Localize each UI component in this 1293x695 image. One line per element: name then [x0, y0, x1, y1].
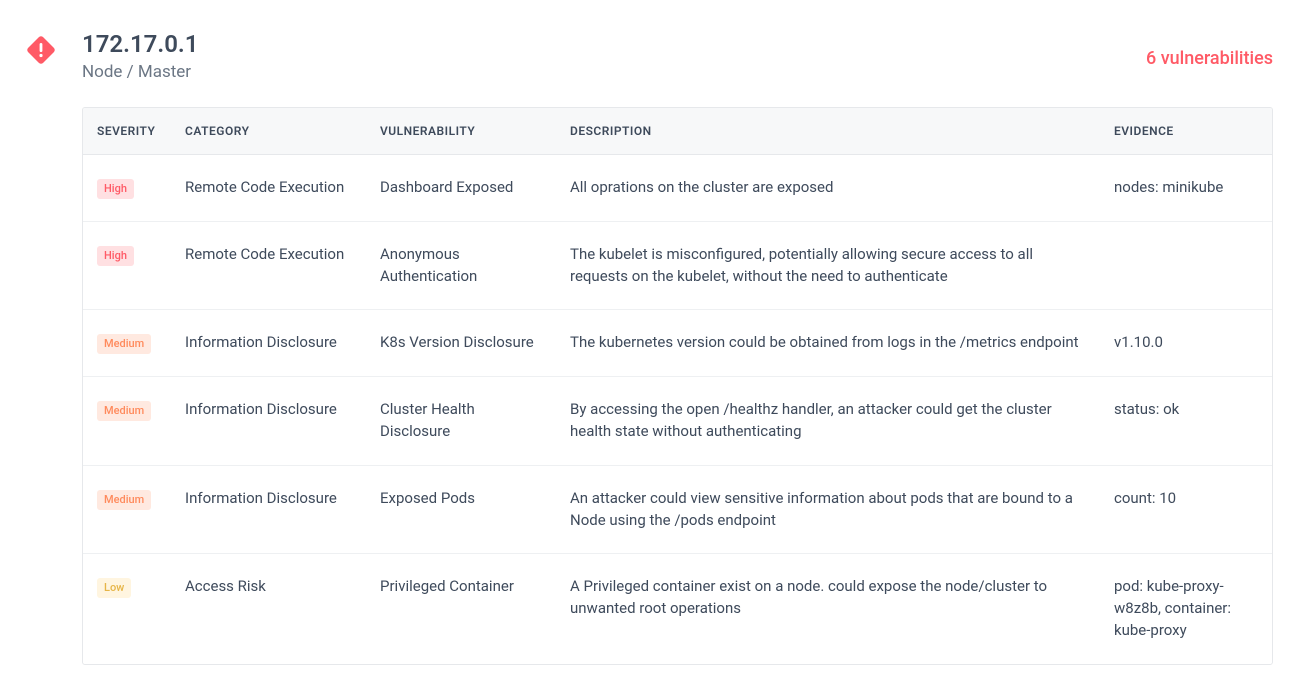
severity-badge: Medium	[97, 401, 151, 421]
cell-severity: High	[83, 155, 173, 222]
cell-severity: Medium	[83, 310, 173, 377]
cell-vulnerability: Anonymous Authentication	[368, 221, 558, 310]
cell-vulnerability: Dashboard Exposed	[368, 155, 558, 222]
cell-category: Information Disclosure	[173, 310, 368, 377]
cell-vulnerability: K8s Version Disclosure	[368, 310, 558, 377]
ip-address: 172.17.0.1	[82, 30, 1146, 58]
table-row: Low Access RiskPrivileged ContainerA Priv…	[83, 554, 1272, 664]
cell-category: Access Risk	[173, 554, 368, 664]
cell-description: All oprations on the cluster are exposed	[558, 155, 1102, 222]
col-category: CATEGORY	[173, 108, 368, 155]
vulnerability-table-wrapper: SEVERITY CATEGORY VULNERABILITY DESCRIPT…	[82, 107, 1273, 665]
cell-description: The kubelet is misconfigured, potentiall…	[558, 221, 1102, 310]
cell-category: Information Disclosure	[173, 377, 368, 466]
cell-category: Remote Code Execution	[173, 155, 368, 222]
col-vulnerability: VULNERABILITY	[368, 108, 558, 155]
cell-severity: Low	[83, 554, 173, 664]
vulnerability-table: SEVERITY CATEGORY VULNERABILITY DESCRIPT…	[83, 108, 1272, 664]
cell-severity: Medium	[83, 377, 173, 466]
cell-severity: Medium	[83, 465, 173, 554]
vulnerability-count: 6 vulnerabilities	[1146, 48, 1273, 69]
severity-badge: Medium	[97, 490, 151, 510]
alert-icon	[25, 34, 57, 66]
severity-badge: High	[97, 246, 134, 266]
cell-evidence: v1.10.0	[1102, 310, 1272, 377]
cell-description: By accessing the open /healthz handler, …	[558, 377, 1102, 466]
severity-badge: Low	[97, 578, 131, 598]
cell-evidence: pod: kube-proxy-w8z8b, container: kube-p…	[1102, 554, 1272, 664]
cell-severity: High	[83, 221, 173, 310]
severity-badge: Medium	[97, 334, 151, 354]
cell-evidence: count: 10	[1102, 465, 1272, 554]
table-row: High Remote Code ExecutionAnonymous Authe…	[83, 221, 1272, 310]
cell-category: Information Disclosure	[173, 465, 368, 554]
table-row: High Remote Code ExecutionDashboard Expos…	[83, 155, 1272, 222]
cell-category: Remote Code Execution	[173, 221, 368, 310]
col-severity: SEVERITY	[83, 108, 173, 155]
cell-vulnerability: Privileged Container	[368, 554, 558, 664]
cell-vulnerability: Exposed Pods	[368, 465, 558, 554]
report-header: 172.17.0.1 Node / Master 6 vulnerabiliti…	[20, 30, 1273, 82]
cell-description: An attacker could view sensitive informa…	[558, 465, 1102, 554]
cell-evidence	[1102, 221, 1272, 310]
cell-evidence: nodes: minikube	[1102, 155, 1272, 222]
col-description: DESCRIPTION	[558, 108, 1102, 155]
table-header-row: SEVERITY CATEGORY VULNERABILITY DESCRIPT…	[83, 108, 1272, 155]
table-row: Medium Information DisclosureK8s Version …	[83, 310, 1272, 377]
cell-description: The kubernetes version could be obtained…	[558, 310, 1102, 377]
cell-description: A Privileged container exist on a node. …	[558, 554, 1102, 664]
severity-badge: High	[97, 179, 134, 199]
table-row: Medium Information DisclosureCluster Heal…	[83, 377, 1272, 466]
node-type: Node / Master	[82, 62, 1146, 82]
cell-evidence: status: ok	[1102, 377, 1272, 466]
cell-vulnerability: Cluster Health Disclosure	[368, 377, 558, 466]
table-row: Medium Information DisclosureExposed Pods…	[83, 465, 1272, 554]
col-evidence: EVIDENCE	[1102, 108, 1272, 155]
